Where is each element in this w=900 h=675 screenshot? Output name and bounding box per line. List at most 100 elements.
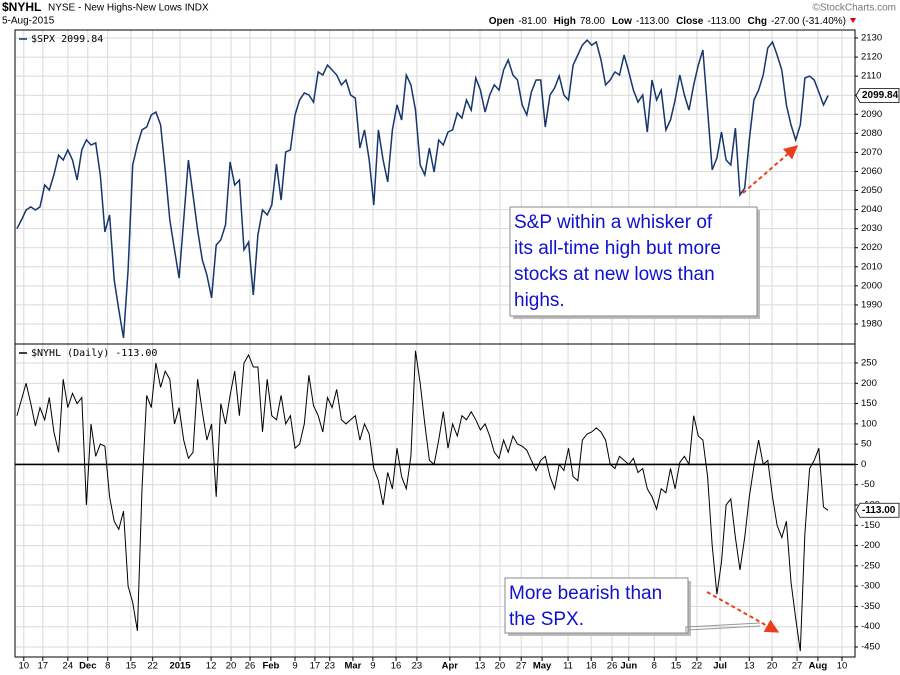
annotation-box [504, 577, 689, 634]
annotation-box [509, 206, 758, 317]
y-tick-label: 2080 [861, 128, 882, 139]
quote-label: Open [489, 16, 515, 27]
annotation-text: More bearish than [509, 583, 662, 604]
x-tick-label: 27 [516, 661, 527, 672]
x-tick-label: 20 [767, 661, 778, 672]
down-arrow [850, 18, 856, 23]
x-tick-label: 18 [586, 661, 597, 672]
y-tick-label: 150 [861, 398, 877, 409]
y-tick-label: 2130 [861, 33, 882, 44]
panel-frame [14, 343, 856, 658]
x-tick-label: 20 [495, 661, 506, 672]
x-tick-label: 26 [245, 661, 256, 672]
x-tick-label: 23 [324, 661, 335, 672]
x-tick-label: 22 [147, 661, 158, 672]
y-tick-label: 200 [861, 378, 877, 389]
x-tick-label: 15 [126, 661, 137, 672]
date: 5-Aug-2015 [2, 16, 55, 27]
plot: 1980199020002010202020302040205020602070… [14, 29, 900, 672]
x-tick-label: 16 [391, 661, 402, 672]
quote-text: Open -81.00 High 78.00 Low -113.00 Close -113.0… [489, 16, 846, 27]
x-tick-label: 24 [63, 661, 74, 672]
x-tick-label: May [533, 661, 552, 672]
x-tick-label: Apr [442, 661, 459, 672]
notes [685, 145, 799, 633]
annotation-text: its all-time high but more [514, 238, 721, 259]
y-tick-label: 2060 [861, 166, 882, 177]
x-tick-label: 22 [692, 661, 703, 672]
x-tick-label: 23 [412, 661, 423, 672]
y-tick-label: 2070 [861, 147, 882, 158]
annotation-text: S&P within a whisker of [514, 212, 713, 233]
x-tick-label: 8 [105, 661, 110, 672]
quote-value: 78.00 [580, 16, 605, 27]
quote-value: -27.00 (-31.40%) [771, 16, 846, 27]
x-tick-label: 12 [206, 661, 217, 672]
symbol: $NYHL [2, 0, 41, 14]
y-tick-label: -150 [861, 520, 880, 531]
x-tick-label: 11 [563, 661, 573, 672]
y-tick-label: 2040 [861, 204, 882, 215]
source: ©StockCharts.com [812, 3, 896, 14]
y-tick-label: -300 [861, 581, 880, 592]
callout [687, 625, 761, 631]
y-tick-label: 1980 [861, 318, 882, 329]
annotation-text: stocks at new lows than [514, 264, 715, 285]
y-tick-label: -50 [861, 479, 875, 490]
x-tick-label: 10 [19, 661, 30, 672]
y-tick-label: 2020 [861, 242, 882, 253]
x-tick-label: 17 [38, 661, 49, 672]
value-box [855, 502, 900, 518]
arrow [742, 145, 799, 194]
y-tick-label: 2090 [861, 109, 882, 120]
y-tick-label: -200 [861, 540, 880, 551]
x-tick-label: 13 [744, 661, 755, 672]
x-tick-label: Aug [809, 661, 828, 672]
x-tick-label: 8 [652, 661, 657, 672]
x-tick-label: 27 [792, 661, 803, 672]
y-tick-label: -450 [861, 642, 880, 653]
y-tick-label: 2050 [861, 185, 882, 196]
x-tick-label: Dec [79, 661, 96, 672]
quote: Open -81.00 High 78.00 Low -113.00 Close -113.0… [489, 16, 846, 27]
value-label: 2099.84 [862, 90, 899, 101]
y-tick-label: -400 [861, 621, 880, 632]
x-tick-label: 9 [370, 661, 375, 672]
y-tick-label: 100 [861, 418, 877, 429]
x-tick-label: 13 [475, 661, 486, 672]
y-tick-label: 2000 [861, 280, 882, 291]
y-tick-label: 2110 [861, 71, 881, 82]
x-tick-label: Mar [344, 661, 361, 672]
y-tick-label: 2030 [861, 223, 882, 234]
x-tick-label: Jun [620, 661, 637, 672]
y-tick-label: 1990 [861, 299, 882, 310]
y-tick-label: -250 [861, 560, 880, 571]
y-tick-label: 0 [861, 459, 866, 470]
y-tick-label: 50 [861, 439, 872, 450]
description: NYSE - New Highs-New Lows INDX [48, 3, 209, 14]
y-tick-label: 250 [861, 358, 877, 369]
quote-label: High [554, 16, 576, 27]
y-tick-label: 2010 [861, 261, 882, 272]
x-tick-label: Feb [262, 661, 279, 672]
x-tick-label: Jul [713, 661, 727, 672]
legend-label: $NYHL (Daily) -113.00 [31, 348, 157, 359]
value-label: -113.00 [862, 505, 896, 516]
x-tick-label: 9 [292, 661, 297, 672]
x-tick-label: 10 [837, 661, 848, 672]
quote-value: -81.00 [518, 16, 547, 27]
y-tick-label: 2120 [861, 52, 882, 63]
quote-value: -113.00 [636, 16, 670, 27]
callout [685, 622, 761, 633]
series-line [16, 38, 829, 339]
series-line [16, 350, 829, 652]
quote-label: Close [676, 16, 704, 27]
x-tick-label: 2015 [169, 661, 191, 672]
annotation-text: highs. [514, 290, 565, 311]
legend-label: $SPX 2099.84 [31, 34, 103, 45]
annotation-text: the SPX. [509, 609, 584, 630]
value-box [855, 88, 900, 103]
quote-label: Chg [748, 16, 767, 27]
x-tick-label: 17 [310, 661, 321, 672]
